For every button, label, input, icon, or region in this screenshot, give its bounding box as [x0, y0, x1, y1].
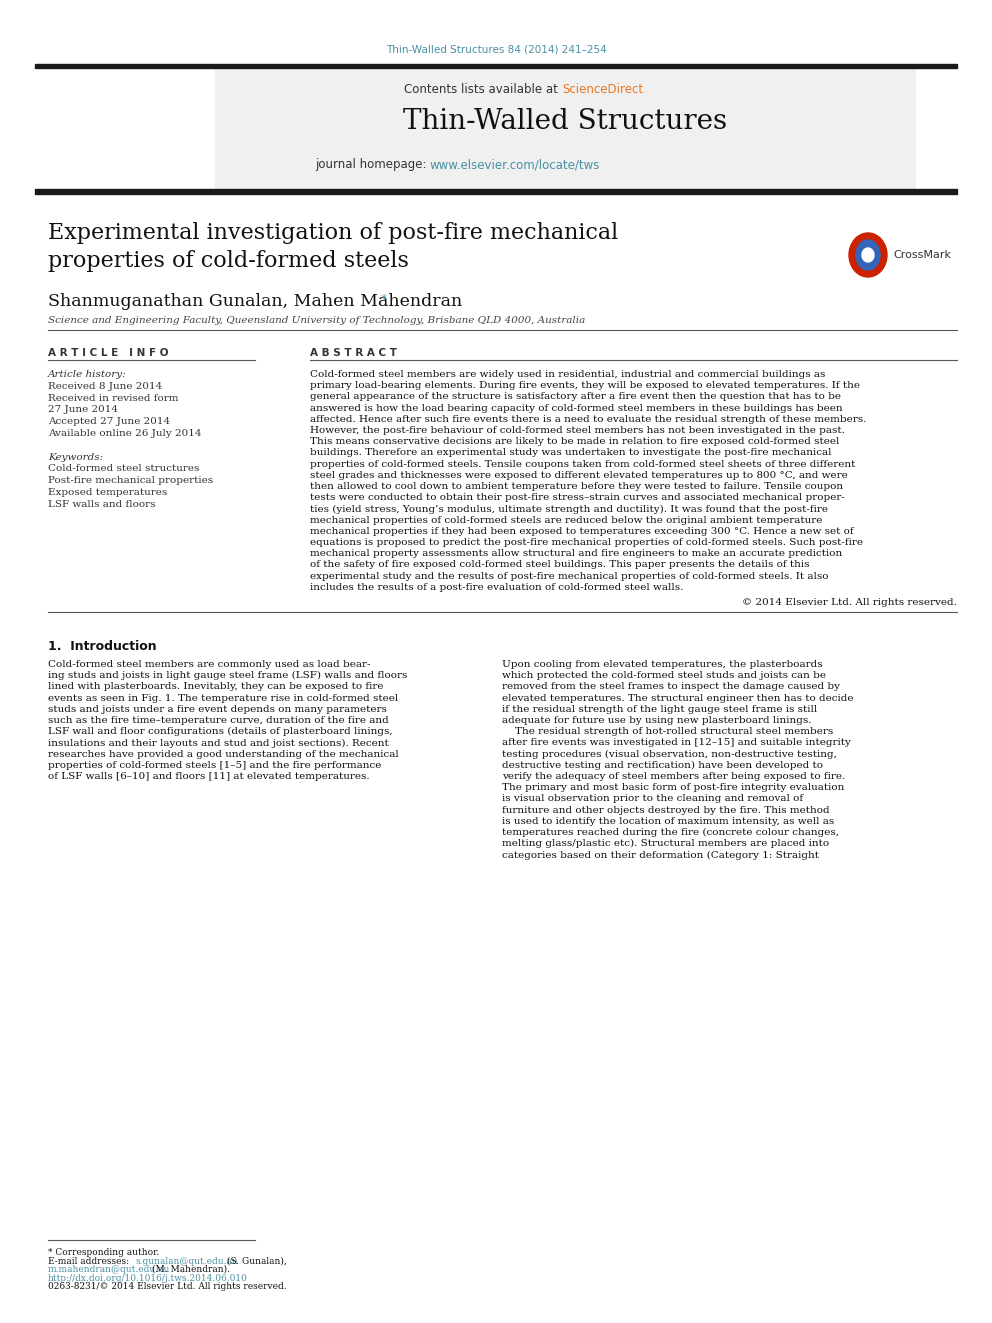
Text: testing procedures (visual observation, non-destructive testing,: testing procedures (visual observation, …: [502, 750, 837, 758]
Text: answered is how the load bearing capacity of cold-formed steel members in these : answered is how the load bearing capacit…: [310, 404, 842, 413]
Text: CrossMark: CrossMark: [893, 250, 951, 261]
Text: journal homepage:: journal homepage:: [314, 157, 430, 171]
Text: Cold-formed steel members are commonly used as load bear-: Cold-formed steel members are commonly u…: [48, 660, 370, 669]
Text: Available online 26 July 2014: Available online 26 July 2014: [48, 429, 201, 438]
Text: steel grades and thicknesses were exposed to different elevated temperatures up : steel grades and thicknesses were expose…: [310, 471, 848, 480]
Text: is visual observation prior to the cleaning and removal of: is visual observation prior to the clean…: [502, 794, 804, 803]
Text: of LSF walls [6–10] and floors [11] at elevated temperatures.: of LSF walls [6–10] and floors [11] at e…: [48, 773, 370, 781]
Text: Post-fire mechanical properties: Post-fire mechanical properties: [48, 476, 213, 486]
Text: destructive testing and rectification) have been developed to: destructive testing and rectification) h…: [502, 761, 823, 770]
Text: The primary and most basic form of post-fire integrity evaluation: The primary and most basic form of post-…: [502, 783, 844, 792]
Text: equations is proposed to predict the post-fire mechanical properties of cold-for: equations is proposed to predict the pos…: [310, 538, 863, 546]
Text: researches have provided a good understanding of the mechanical: researches have provided a good understa…: [48, 750, 399, 758]
Text: removed from the steel frames to inspect the damage caused by: removed from the steel frames to inspect…: [502, 683, 840, 692]
Text: melting glass/plastic etc). Structural members are placed into: melting glass/plastic etc). Structural m…: [502, 839, 829, 848]
Text: Keywords:: Keywords:: [48, 452, 103, 462]
Text: LSF walls and floors: LSF walls and floors: [48, 500, 156, 509]
Text: events as seen in Fig. 1. The temperature rise in cold-formed steel: events as seen in Fig. 1. The temperatur…: [48, 693, 398, 703]
Text: properties of cold-formed steels. Tensile coupons taken from cold-formed steel s: properties of cold-formed steels. Tensil…: [310, 459, 855, 468]
Text: Shanmuganathan Gunalan, Mahen Mahendran: Shanmuganathan Gunalan, Mahen Mahendran: [48, 292, 462, 310]
Text: E-mail addresses:: E-mail addresses:: [48, 1257, 132, 1266]
Text: categories based on their deformation (Category 1: Straight: categories based on their deformation (C…: [502, 851, 819, 860]
Text: verify the adequacy of steel members after being exposed to fire.: verify the adequacy of steel members aft…: [502, 773, 845, 781]
Text: Experimental investigation of post-fire mechanical
properties of cold-formed ste: Experimental investigation of post-fire …: [48, 222, 618, 273]
Text: ing studs and joists in light gauge steel frame (LSF) walls and floors: ing studs and joists in light gauge stee…: [48, 671, 408, 680]
Text: Article history:: Article history:: [48, 370, 127, 378]
Text: after fire events was investigated in [12–15] and suitable integrity: after fire events was investigated in [1…: [502, 738, 851, 747]
Text: if the residual strength of the light gauge steel frame is still: if the residual strength of the light ga…: [502, 705, 817, 714]
Text: Science and Engineering Faculty, Queensland University of Technology, Brisbane Q: Science and Engineering Faculty, Queensl…: [48, 316, 585, 325]
Text: elevated temperatures. The structural engineer then has to decide: elevated temperatures. The structural en…: [502, 693, 853, 703]
Text: then allowed to cool down to ambient temperature before they were tested to fail: then allowed to cool down to ambient tem…: [310, 482, 843, 491]
Text: m.mahendran@qut.edu.au: m.mahendran@qut.edu.au: [48, 1265, 171, 1274]
Text: insulations and their layouts and stud and joist sections). Recent: insulations and their layouts and stud a…: [48, 738, 389, 747]
Text: LSF wall and floor configurations (details of plasterboard linings,: LSF wall and floor configurations (detai…: [48, 728, 393, 737]
Text: lined with plasterboards. Inevitably, they can be exposed to fire: lined with plasterboards. Inevitably, th…: [48, 683, 384, 692]
Text: such as the fire time–temperature curve, duration of the fire and: such as the fire time–temperature curve,…: [48, 716, 389, 725]
Text: mechanical property assessments allow structural and fire engineers to make an a: mechanical property assessments allow st…: [310, 549, 842, 558]
Text: ScienceDirect: ScienceDirect: [562, 83, 643, 97]
Text: adequate for future use by using new plasterboard linings.: adequate for future use by using new pla…: [502, 716, 811, 725]
Text: of the safety of fire exposed cold-formed steel buildings. This paper presents t: of the safety of fire exposed cold-forme…: [310, 561, 809, 569]
Text: Upon cooling from elevated temperatures, the plasterboards: Upon cooling from elevated temperatures,…: [502, 660, 822, 669]
Text: mechanical properties of cold-formed steels are reduced below the original ambie: mechanical properties of cold-formed ste…: [310, 516, 822, 525]
Text: Thin-Walled Structures: Thin-Walled Structures: [403, 108, 727, 135]
Text: is used to identify the location of maximum intensity, as well as: is used to identify the location of maxi…: [502, 816, 834, 826]
Text: Cold-formed steel structures: Cold-formed steel structures: [48, 464, 199, 474]
Text: Received in revised form: Received in revised form: [48, 394, 179, 402]
Text: *: *: [381, 292, 387, 306]
Text: which protected the cold-formed steel studs and joists can be: which protected the cold-formed steel st…: [502, 671, 826, 680]
Text: Contents lists available at: Contents lists available at: [405, 83, 562, 97]
Text: general appearance of the structure is satisfactory after a fire event then the : general appearance of the structure is s…: [310, 393, 841, 401]
Text: www.elsevier.com/locate/tws: www.elsevier.com/locate/tws: [430, 157, 600, 171]
Text: tests were conducted to obtain their post-fire stress–strain curves and associat: tests were conducted to obtain their pos…: [310, 493, 845, 503]
Bar: [35, 189, 957, 194]
Text: includes the results of a post-fire evaluation of cold-formed steel walls.: includes the results of a post-fire eval…: [310, 583, 683, 591]
Text: © 2014 Elsevier Ltd. All rights reserved.: © 2014 Elsevier Ltd. All rights reserved…: [742, 598, 957, 607]
Text: 1.  Introduction: 1. Introduction: [48, 640, 157, 654]
Text: http://dx.doi.org/10.1016/j.tws.2014.06.010: http://dx.doi.org/10.1016/j.tws.2014.06.…: [48, 1274, 248, 1283]
Text: ties (yield stress, Young’s modulus, ultimate strength and ductility). It was fo: ties (yield stress, Young’s modulus, ult…: [310, 504, 828, 513]
Text: mechanical properties if they had been exposed to temperatures exceeding 300 °C.: mechanical properties if they had been e…: [310, 527, 854, 536]
Text: Accepted 27 June 2014: Accepted 27 June 2014: [48, 417, 170, 426]
Text: Thin-Walled Structures 84 (2014) 241–254: Thin-Walled Structures 84 (2014) 241–254: [386, 45, 606, 56]
Text: affected. Hence after such fire events there is a need to evaluate the residual : affected. Hence after such fire events t…: [310, 415, 866, 423]
Text: studs and joists under a fire event depends on many parameters: studs and joists under a fire event depe…: [48, 705, 387, 714]
Text: properties of cold-formed steels [1–5] and the fire performance: properties of cold-formed steels [1–5] a…: [48, 761, 381, 770]
Text: buildings. Therefore an experimental study was undertaken to investigate the pos: buildings. Therefore an experimental stu…: [310, 448, 831, 458]
Text: (S. Gunalan),: (S. Gunalan),: [224, 1257, 287, 1266]
Text: * Corresponding author.: * Corresponding author.: [48, 1248, 160, 1257]
Text: However, the post-fire behaviour of cold-formed steel members has not been inves: However, the post-fire behaviour of cold…: [310, 426, 845, 435]
Ellipse shape: [856, 239, 880, 270]
Text: primary load-bearing elements. During fire events, they will be exposed to eleva: primary load-bearing elements. During fi…: [310, 381, 860, 390]
Text: Cold-formed steel members are widely used in residential, industrial and commerc: Cold-formed steel members are widely use…: [310, 370, 825, 378]
Ellipse shape: [849, 233, 887, 277]
Text: 27 June 2014: 27 June 2014: [48, 405, 118, 414]
Bar: [215, 67, 915, 191]
Text: Received 8 June 2014: Received 8 June 2014: [48, 382, 163, 390]
Text: s.gunalan@qut.edu.au: s.gunalan@qut.edu.au: [136, 1257, 239, 1266]
Text: A B S T R A C T: A B S T R A C T: [310, 348, 397, 359]
Text: This means conservative decisions are likely to be made in relation to fire expo: This means conservative decisions are li…: [310, 437, 839, 446]
Text: Exposed temperatures: Exposed temperatures: [48, 488, 168, 497]
Text: furniture and other objects destroyed by the fire. This method: furniture and other objects destroyed by…: [502, 806, 829, 815]
Text: (M. Mahendran).: (M. Mahendran).: [149, 1265, 230, 1274]
Text: The residual strength of hot-rolled structural steel members: The residual strength of hot-rolled stru…: [502, 728, 833, 736]
Text: 0263-8231/© 2014 Elsevier Ltd. All rights reserved.: 0263-8231/© 2014 Elsevier Ltd. All right…: [48, 1282, 287, 1291]
Ellipse shape: [862, 247, 874, 262]
Text: temperatures reached during the fire (concrete colour changes,: temperatures reached during the fire (co…: [502, 828, 839, 837]
Text: experimental study and the results of post-fire mechanical properties of cold-fo: experimental study and the results of po…: [310, 572, 828, 581]
Text: A R T I C L E   I N F O: A R T I C L E I N F O: [48, 348, 169, 359]
Bar: [35, 64, 957, 67]
